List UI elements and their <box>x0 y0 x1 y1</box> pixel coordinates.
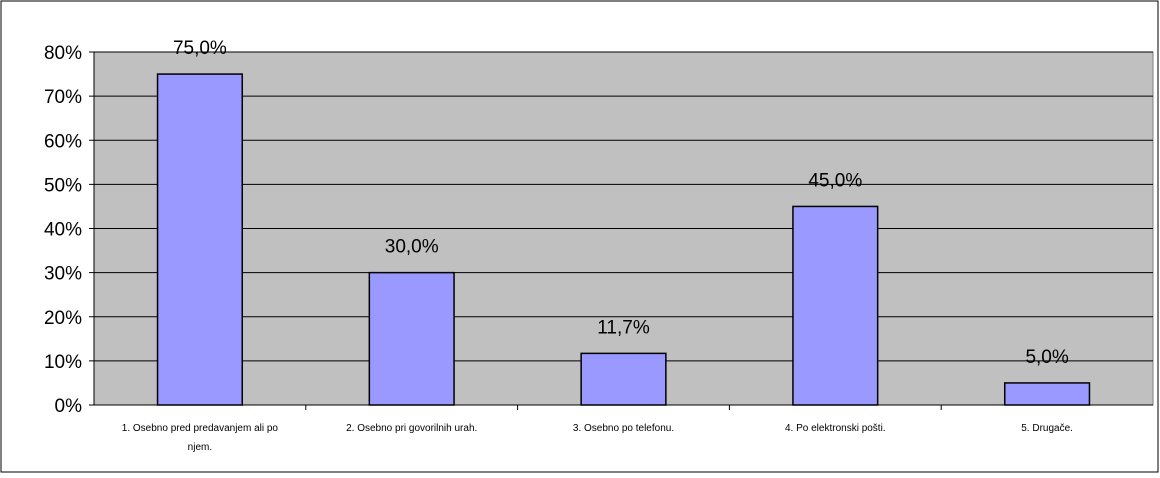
y-tick-label: 40% <box>44 220 82 241</box>
y-tick-label: 20% <box>44 308 82 329</box>
data-label: 30,0% <box>385 237 439 258</box>
y-tick-label: 70% <box>44 87 82 108</box>
x-tick-label: 1. Osebno pred predavanjem ali po njem. <box>122 423 279 453</box>
bar <box>792 205 879 406</box>
x-tick-label: 4. Po elektronski pošti. <box>785 423 886 434</box>
bar <box>1003 382 1091 406</box>
y-tick-label: 10% <box>44 352 82 373</box>
bar <box>580 352 667 406</box>
x-tick-label: 2. Osebno pri govorilnih urah. <box>346 423 477 434</box>
axes: 0% 10% 20% 30% 40% 50% 60% 70% 80% 1. Osebno pred… <box>44 43 1153 453</box>
x-tick-label: 5. Drugače. <box>1021 423 1073 434</box>
y-tick-label: 30% <box>44 264 82 285</box>
y-tick-label: 0% <box>55 396 83 417</box>
data-label: 5,0% <box>1025 347 1068 368</box>
bar <box>368 271 455 406</box>
y-tick-label: 50% <box>44 175 82 196</box>
y-tick-label: 60% <box>44 131 82 152</box>
data-label: 75,0% <box>173 38 227 59</box>
bar <box>156 73 244 406</box>
gridlines <box>94 51 1153 362</box>
data-label: 45,0% <box>808 170 862 191</box>
data-labels: 75,0% 30,0% 11,7% 45,0% 5,0% <box>173 38 1069 368</box>
data-label: 11,7% <box>597 317 650 338</box>
y-tick-label: 80% <box>44 43 82 64</box>
bars <box>156 73 1091 406</box>
x-tick-label: 3. Osebno po telefonu. <box>573 423 674 434</box>
